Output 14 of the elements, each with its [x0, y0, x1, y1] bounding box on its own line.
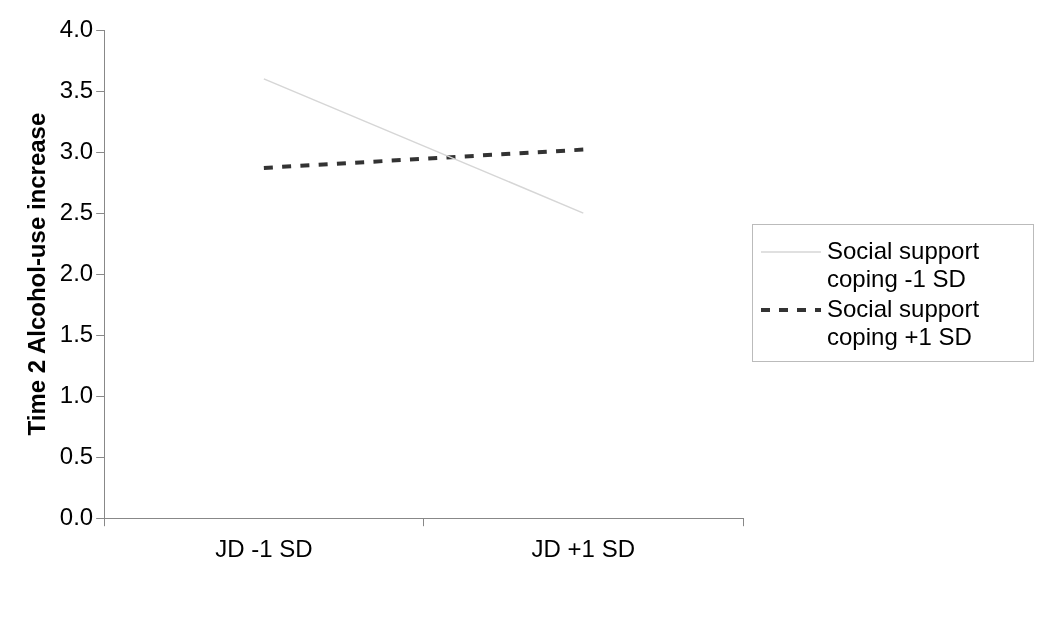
y-tick-label: 0.0 — [59, 502, 94, 530]
y-tick-label: 0.5 — [59, 441, 94, 469]
x-tick-label: JD +1 SD — [531, 535, 635, 563]
y-axis-title: Time 2 Alcohol-use increase — [23, 112, 51, 436]
y-tick-label: 4.0 — [59, 14, 94, 42]
legend-label: Social support coping +1 SD — [827, 295, 981, 351]
y-tick-label: 1.5 — [59, 319, 94, 347]
y-tick-label: 2.5 — [59, 197, 94, 225]
y-tick-label: 3.5 — [59, 75, 94, 103]
y-tick-label: 3.0 — [59, 136, 94, 164]
x-tick-label: JD -1 SD — [215, 535, 313, 563]
y-tick-label: 2.0 — [59, 258, 94, 286]
y-tick-label: 1.0 — [59, 380, 94, 408]
legend-label: Social support coping -1 SD — [827, 237, 981, 293]
